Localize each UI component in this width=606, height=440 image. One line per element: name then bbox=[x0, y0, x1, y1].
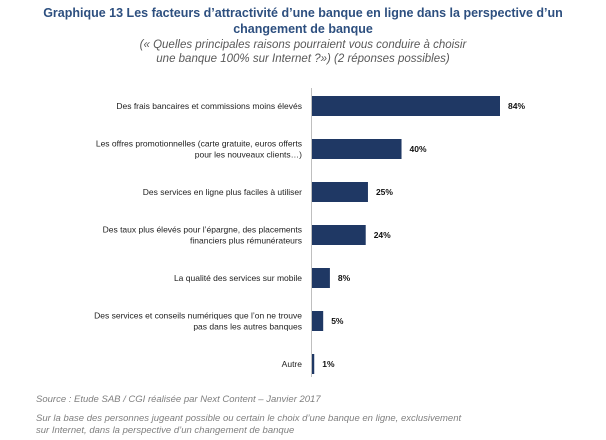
chart-title-line-1: Graphique 13 Les facteurs d’attractivité… bbox=[43, 6, 563, 20]
source-note: Source : Etude SAB / CGI réalisée par Ne… bbox=[36, 394, 321, 405]
chart-subtitle: (« Quelles principales raisons pourraien… bbox=[0, 38, 606, 66]
category-label-0: Des frais bancaires et commissions moins… bbox=[116, 101, 302, 111]
bar-2 bbox=[312, 182, 368, 202]
value-label-4: 8% bbox=[338, 273, 351, 283]
category-label-2: Des services en ligne plus faciles à uti… bbox=[143, 187, 302, 197]
value-label-6: 1% bbox=[322, 359, 335, 369]
category-label-5-line-1: Des services et conseils numériques que … bbox=[94, 311, 302, 321]
chart-title: Graphique 13 Les facteurs d’attractivité… bbox=[0, 5, 606, 37]
category-label-4: La qualité des services sur mobile bbox=[174, 273, 302, 283]
base-note: Sur la base des personnes jugeant possib… bbox=[36, 413, 596, 436]
category-label-1-line-2: pour les nouveaux clients…) bbox=[195, 150, 302, 160]
value-label-0: 84% bbox=[508, 101, 525, 111]
bar-5 bbox=[312, 311, 324, 331]
bar-1 bbox=[312, 139, 402, 159]
base-note-line-2: sur Internet, dans la perspective d’un c… bbox=[36, 424, 295, 436]
bar-6 bbox=[312, 354, 315, 374]
category-label-3-line-2: financiers plus rémunérateurs bbox=[190, 236, 302, 246]
category-label-5-line-2: pas dans les autres banques bbox=[193, 322, 302, 332]
bars-group: 84% Des frais bancaires et commissions mo… bbox=[94, 96, 525, 374]
value-label-5: 5% bbox=[331, 316, 344, 326]
bar-4 bbox=[312, 268, 330, 288]
category-label-1-line-1: Les offres promotionnelles (carte gratui… bbox=[96, 139, 302, 149]
category-label-6: Autre bbox=[282, 359, 303, 369]
category-label-3-line-1: Des taux plus élevés pour l’épargne, des… bbox=[103, 225, 302, 235]
value-label-2: 25% bbox=[376, 187, 393, 197]
value-label-3: 24% bbox=[374, 230, 391, 240]
bar-3 bbox=[312, 225, 366, 245]
value-label-1: 40% bbox=[410, 144, 427, 154]
chart-subtitle-line-1: (« Quelles principales raisons pourraien… bbox=[139, 39, 467, 51]
chart-title-line-2: changement de banque bbox=[233, 22, 373, 36]
chart-subtitle-line-2: une banque 100% sur Internet ?») (2 répo… bbox=[156, 53, 450, 65]
base-note-line-1: Sur la base des personnes jugeant possib… bbox=[36, 413, 462, 424]
bar-0 bbox=[312, 96, 500, 116]
